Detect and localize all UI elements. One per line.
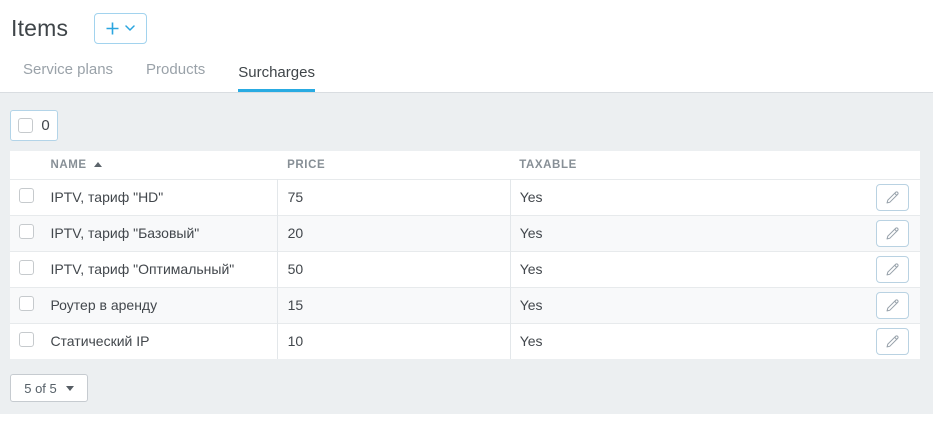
edit-button[interactable] — [876, 255, 909, 283]
edit-button[interactable] — [876, 183, 909, 211]
edit-button[interactable] — [876, 291, 909, 319]
selection-count: 0 — [41, 117, 50, 134]
table-row: Статический IP 10 Yes — [10, 323, 920, 359]
select-all-checkbox[interactable] — [18, 118, 34, 133]
item-taxable: Yes — [509, 251, 716, 287]
row-checkbox-cell — [10, 287, 50, 323]
column-header-price[interactable]: PRICE — [287, 158, 326, 171]
row-checkbox[interactable] — [19, 332, 34, 348]
pencil-icon — [886, 298, 899, 311]
table-header-row: NAME PRICE TAXABLE — [10, 151, 920, 179]
sort-asc-icon — [93, 162, 102, 168]
caret-down-icon — [65, 385, 74, 391]
row-checkbox-cell — [10, 323, 50, 359]
item-taxable: Yes — [509, 323, 716, 359]
item-taxable: Yes — [509, 215, 716, 251]
pencil-icon — [886, 262, 899, 275]
row-checkbox[interactable] — [19, 296, 34, 311]
column-header-taxable[interactable]: TAXABLE — [519, 158, 577, 171]
row-checkbox-cell — [10, 215, 50, 251]
row-checkbox[interactable] — [19, 188, 34, 203]
edit-button[interactable] — [876, 219, 909, 247]
item-price: 50 — [276, 251, 511, 287]
row-checkbox-cell — [10, 251, 50, 287]
row-actions-cell — [715, 287, 920, 323]
header-checkbox-spacer — [10, 151, 50, 179]
item-taxable: Yes — [509, 287, 716, 323]
plus-icon — [106, 22, 119, 34]
row-checkbox-cell — [10, 179, 50, 215]
table-row: IPTV, тариф "Оптимальный" 50 Yes — [10, 251, 920, 287]
table-row: IPTV, тариф "Базовый" 20 Yes — [10, 215, 920, 251]
pencil-icon — [886, 335, 899, 348]
row-actions-cell — [715, 323, 920, 359]
chevron-down-icon — [125, 25, 135, 31]
row-actions-cell — [715, 251, 920, 287]
table-header: NAME PRICE TAXABLE — [10, 151, 920, 179]
tab-service-plans[interactable]: Service plans — [23, 61, 114, 78]
item-price: 20 — [276, 215, 511, 251]
pencil-icon — [886, 226, 899, 239]
item-name: IPTV, тариф "HD" — [50, 189, 164, 205]
item-price: 75 — [276, 179, 511, 215]
tab-bar: Service plans Products Surcharges — [0, 45, 933, 93]
item-name: IPTV, тариф "Базовый" — [50, 225, 200, 241]
table-row: Роутер в аренду 15 Yes — [10, 287, 920, 323]
row-actions-cell — [715, 179, 920, 215]
pencil-icon — [886, 190, 899, 203]
item-price: 15 — [276, 287, 511, 323]
table-row: IPTV, тариф "HD" 75 Yes — [10, 179, 920, 215]
item-name: Статический IP — [50, 333, 150, 350]
item-name: IPTV, тариф "Оптимальный" — [50, 261, 235, 277]
content-area: 0 NAME PRICE TAXABLE IPTV, тариф "HD" — [0, 93, 933, 414]
pagination-dropdown[interactable]: 5 of 5 — [10, 374, 88, 402]
item-taxable: Yes — [509, 179, 716, 215]
page-title: Items — [11, 14, 69, 41]
add-item-button[interactable] — [94, 12, 148, 44]
item-name: Роутер в аренду — [50, 297, 158, 313]
header-section: Items Service plans Products Surcharges — [0, 0, 933, 93]
row-checkbox[interactable] — [19, 260, 34, 275]
item-price: 10 — [276, 323, 511, 359]
pagination-label: 5 of 5 — [24, 380, 57, 396]
table-body: IPTV, тариф "HD" 75 Yes IPTV, тариф "Баз… — [10, 179, 920, 359]
row-actions-cell — [715, 215, 920, 251]
edit-button[interactable] — [876, 327, 909, 355]
tab-products[interactable]: Products — [146, 61, 206, 78]
selection-counter-button[interactable]: 0 — [10, 110, 58, 141]
column-header-name[interactable]: NAME — [50, 151, 277, 179]
title-row: Items — [0, 0, 933, 45]
row-checkbox[interactable] — [19, 224, 34, 239]
column-header-name-label: NAME — [50, 158, 87, 171]
tab-surcharges[interactable]: Surcharges — [238, 64, 315, 92]
surcharges-table: NAME PRICE TAXABLE IPTV, тариф "HD" 75 Y… — [10, 151, 920, 359]
